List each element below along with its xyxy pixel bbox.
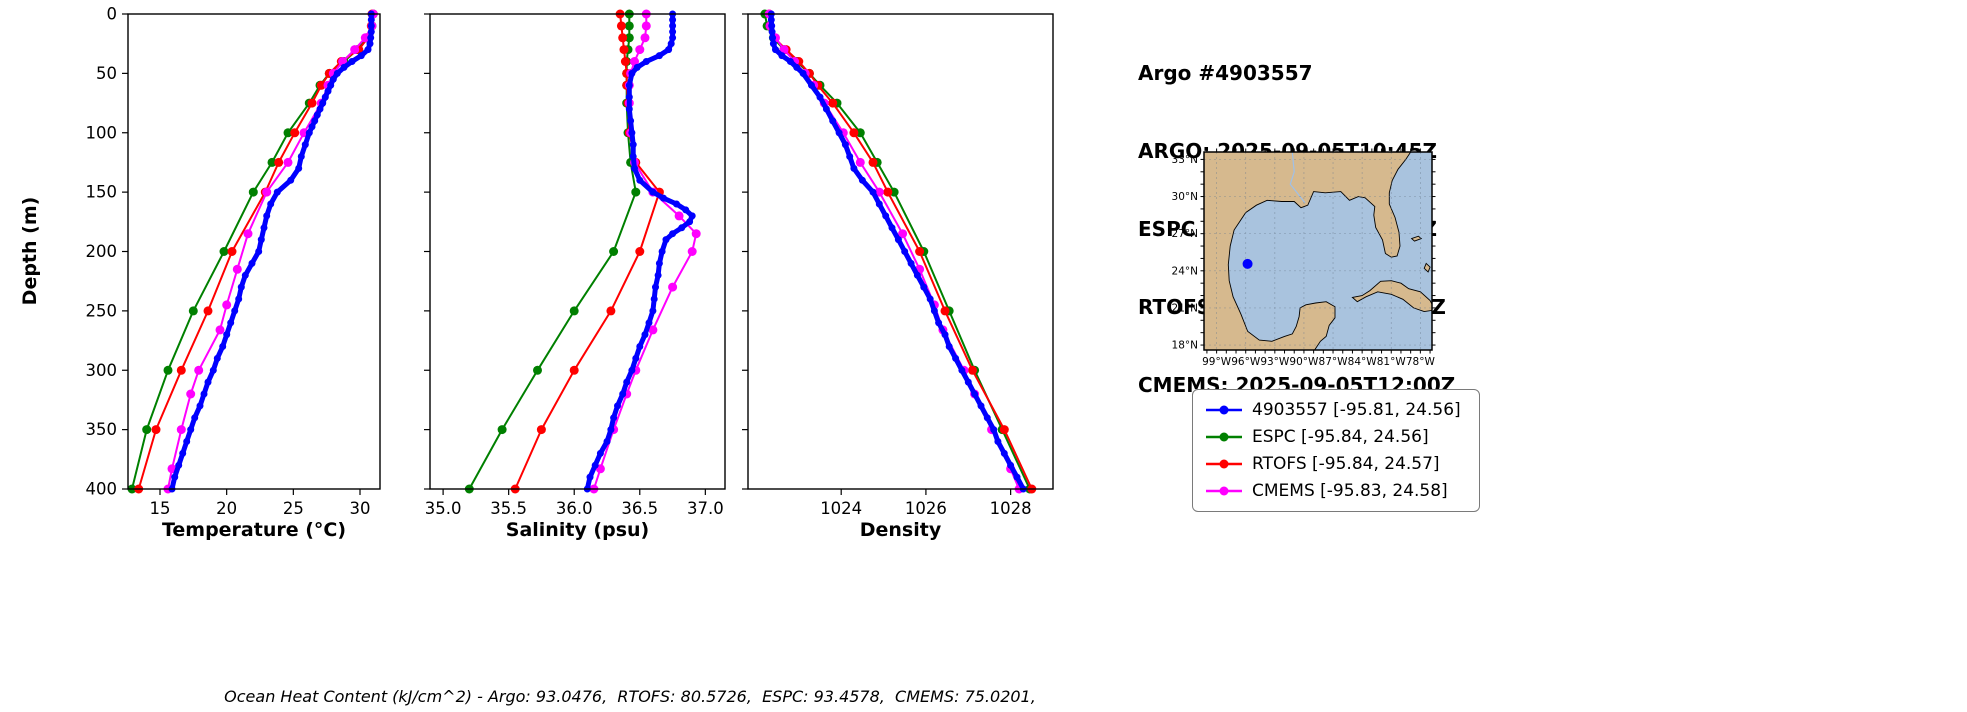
svg-text:27°N: 27°N	[1172, 228, 1198, 240]
legend-item-espc: ESPC [-95.84, 24.56]	[1205, 427, 1467, 447]
legend-item-cmems: CMEMS [-95.83, 24.58]	[1205, 481, 1467, 501]
svg-text:93°W: 93°W	[1260, 356, 1290, 368]
argo-line-marker-icon	[1206, 405, 1242, 415]
svg-text:35.5: 35.5	[490, 499, 527, 518]
map-land-2	[1410, 235, 1423, 242]
axes-frame	[127, 13, 381, 490]
chart-svg-1: 35.0 35.5 36.0 36.5 37.0	[424, 9, 726, 518]
svg-text:30°N: 30°N	[1172, 191, 1198, 203]
svg-text:400: 400	[86, 480, 118, 499]
svg-text:150: 150	[86, 183, 118, 202]
map-river-0	[1289, 151, 1306, 204]
espc-series	[127, 9, 378, 494]
4903557-series	[168, 10, 375, 493]
svg-text:250: 250	[86, 301, 118, 320]
map-land-3	[1423, 262, 1431, 273]
svg-text:96°W: 96°W	[1231, 356, 1261, 368]
svg-text:36.0: 36.0	[556, 499, 593, 518]
svg-text:99°W: 99°W	[1202, 356, 1232, 368]
temperature-axis-label: Temperature (°C)	[161, 519, 347, 541]
float-position-marker	[1242, 258, 1253, 269]
svg-text:100: 100	[86, 123, 118, 142]
svg-text:90°W: 90°W	[1289, 356, 1319, 368]
svg-text:0: 0	[107, 5, 118, 24]
4903557-series	[583, 10, 696, 493]
svg-text:25: 25	[283, 499, 304, 518]
map-frame	[1203, 151, 1433, 351]
map-tick-labels: 99°W 96°W 93°W 90°W 87°W 84°W 81°W 78°W 18°N 21°N…	[1172, 154, 1436, 368]
svg-text:21°N: 21°N	[1172, 302, 1198, 314]
svg-text:87°W: 87°W	[1319, 356, 1349, 368]
svg-text:35.0: 35.0	[425, 499, 462, 518]
density-axis-label: Density	[859, 519, 942, 541]
4903557-series	[767, 10, 1027, 493]
legend-label: ESPC [-95.84, 24.56]	[1252, 427, 1429, 447]
svg-text:33°N: 33°N	[1172, 154, 1198, 166]
svg-text:81°W: 81°W	[1377, 356, 1407, 368]
espc-line-marker-icon	[1206, 432, 1242, 442]
rtofs-series	[510, 9, 664, 494]
svg-text:36.5: 36.5	[621, 499, 658, 518]
chart-svg-2: 1024 1026 1028	[742, 9, 1054, 518]
svg-text:37.0: 37.0	[687, 499, 724, 518]
salinity-plot: 35.0 35.5 36.0 36.5 37.0	[424, 9, 726, 518]
svg-text:1026: 1026	[905, 499, 947, 518]
axis-ticks: 35.0 35.5 36.0 36.5 37.0	[424, 13, 724, 518]
axis-ticks: 1024 1026 1028	[742, 13, 1032, 518]
legend-label: CMEMS [-95.83, 24.58]	[1252, 481, 1448, 501]
density-plot: 1024 1026 1028	[742, 9, 1054, 518]
svg-text:300: 300	[86, 361, 118, 380]
rtofs-series	[764, 9, 1037, 494]
legend-label: 4903557 [-95.81, 24.56]	[1252, 400, 1461, 420]
legend-item-rtofs: RTOFS [-95.84, 24.57]	[1205, 454, 1467, 474]
legend-item-argo: 4903557 [-95.81, 24.56]	[1205, 400, 1467, 420]
axes-frame	[429, 13, 726, 490]
cmems-series	[589, 9, 701, 494]
axes-frame	[747, 13, 1054, 490]
y-axis-label: Depth (m)	[19, 196, 41, 306]
svg-text:200: 200	[86, 242, 118, 261]
cmems-series	[163, 9, 378, 494]
salinity-axis-label: Salinity (psu)	[505, 519, 650, 541]
svg-text:18°N: 18°N	[1172, 340, 1198, 352]
cmems-line-marker-icon	[1206, 486, 1242, 496]
rtofs-line-marker-icon	[1206, 459, 1242, 469]
svg-text:20: 20	[216, 499, 237, 518]
espc-series	[760, 9, 1035, 494]
svg-text:84°W: 84°W	[1348, 356, 1378, 368]
gulf-of-mexico-map: 99°W 96°W 93°W 90°W 87°W 84°W 81°W 78°W 18°N 21°N…	[1172, 148, 1436, 368]
svg-text:350: 350	[86, 420, 118, 439]
svg-text:1024: 1024	[820, 499, 862, 518]
legend: 4903557 [-95.81, 24.56] ESPC [-95.84, 24.…	[1192, 389, 1480, 512]
ocean-heat-content-note: Ocean Heat Content (kJ/cm^2) - Argo: 93.…	[224, 687, 1036, 706]
svg-text:24°N: 24°N	[1172, 265, 1198, 277]
map-land-0	[1203, 151, 1412, 351]
legend-label: RTOFS [-95.84, 24.57]	[1252, 454, 1440, 474]
svg-text:30: 30	[350, 499, 371, 518]
map-gridlines	[1204, 152, 1432, 350]
map-svg: 99°W 96°W 93°W 90°W 87°W 84°W 81°W 78°W 18°N 21°N…	[1172, 148, 1436, 368]
svg-text:78°W: 78°W	[1406, 356, 1436, 368]
cmems-series	[764, 9, 1024, 494]
temperature-plot: 15 20 25 30 0 50 100 150 200 250 300 350 400	[86, 5, 381, 518]
svg-text:50: 50	[96, 64, 117, 83]
svg-text:15: 15	[150, 499, 171, 518]
svg-text:1028: 1028	[990, 499, 1032, 518]
map-ticks	[1200, 148, 1436, 354]
info-line-title: Argo #4903557	[1138, 61, 1313, 85]
